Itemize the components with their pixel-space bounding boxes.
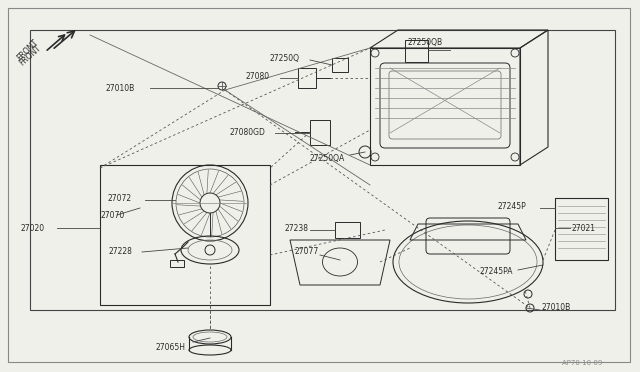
Text: 27021: 27021 — [572, 224, 596, 232]
Text: 27245P: 27245P — [498, 202, 527, 211]
Text: 27250QB: 27250QB — [408, 38, 443, 46]
Text: 27238: 27238 — [285, 224, 309, 232]
Text: 27080: 27080 — [245, 71, 269, 80]
Text: 27065H: 27065H — [155, 343, 185, 353]
Text: 27245PA: 27245PA — [480, 267, 513, 276]
Text: 27020: 27020 — [20, 224, 44, 232]
Text: 27077: 27077 — [295, 247, 319, 257]
Text: 27010B: 27010B — [542, 304, 572, 312]
Text: 27072: 27072 — [107, 193, 131, 202]
Text: FRONT: FRONT — [15, 38, 40, 62]
Text: AP70 10 09: AP70 10 09 — [562, 360, 602, 366]
Text: FRONT: FRONT — [17, 43, 43, 67]
Text: 27250Q: 27250Q — [270, 54, 300, 62]
Text: 27010B: 27010B — [105, 83, 134, 93]
Text: 27250QA: 27250QA — [310, 154, 345, 163]
Text: 27070: 27070 — [100, 211, 124, 219]
Text: 27228: 27228 — [108, 247, 132, 257]
Text: 27080GD: 27080GD — [230, 128, 266, 137]
